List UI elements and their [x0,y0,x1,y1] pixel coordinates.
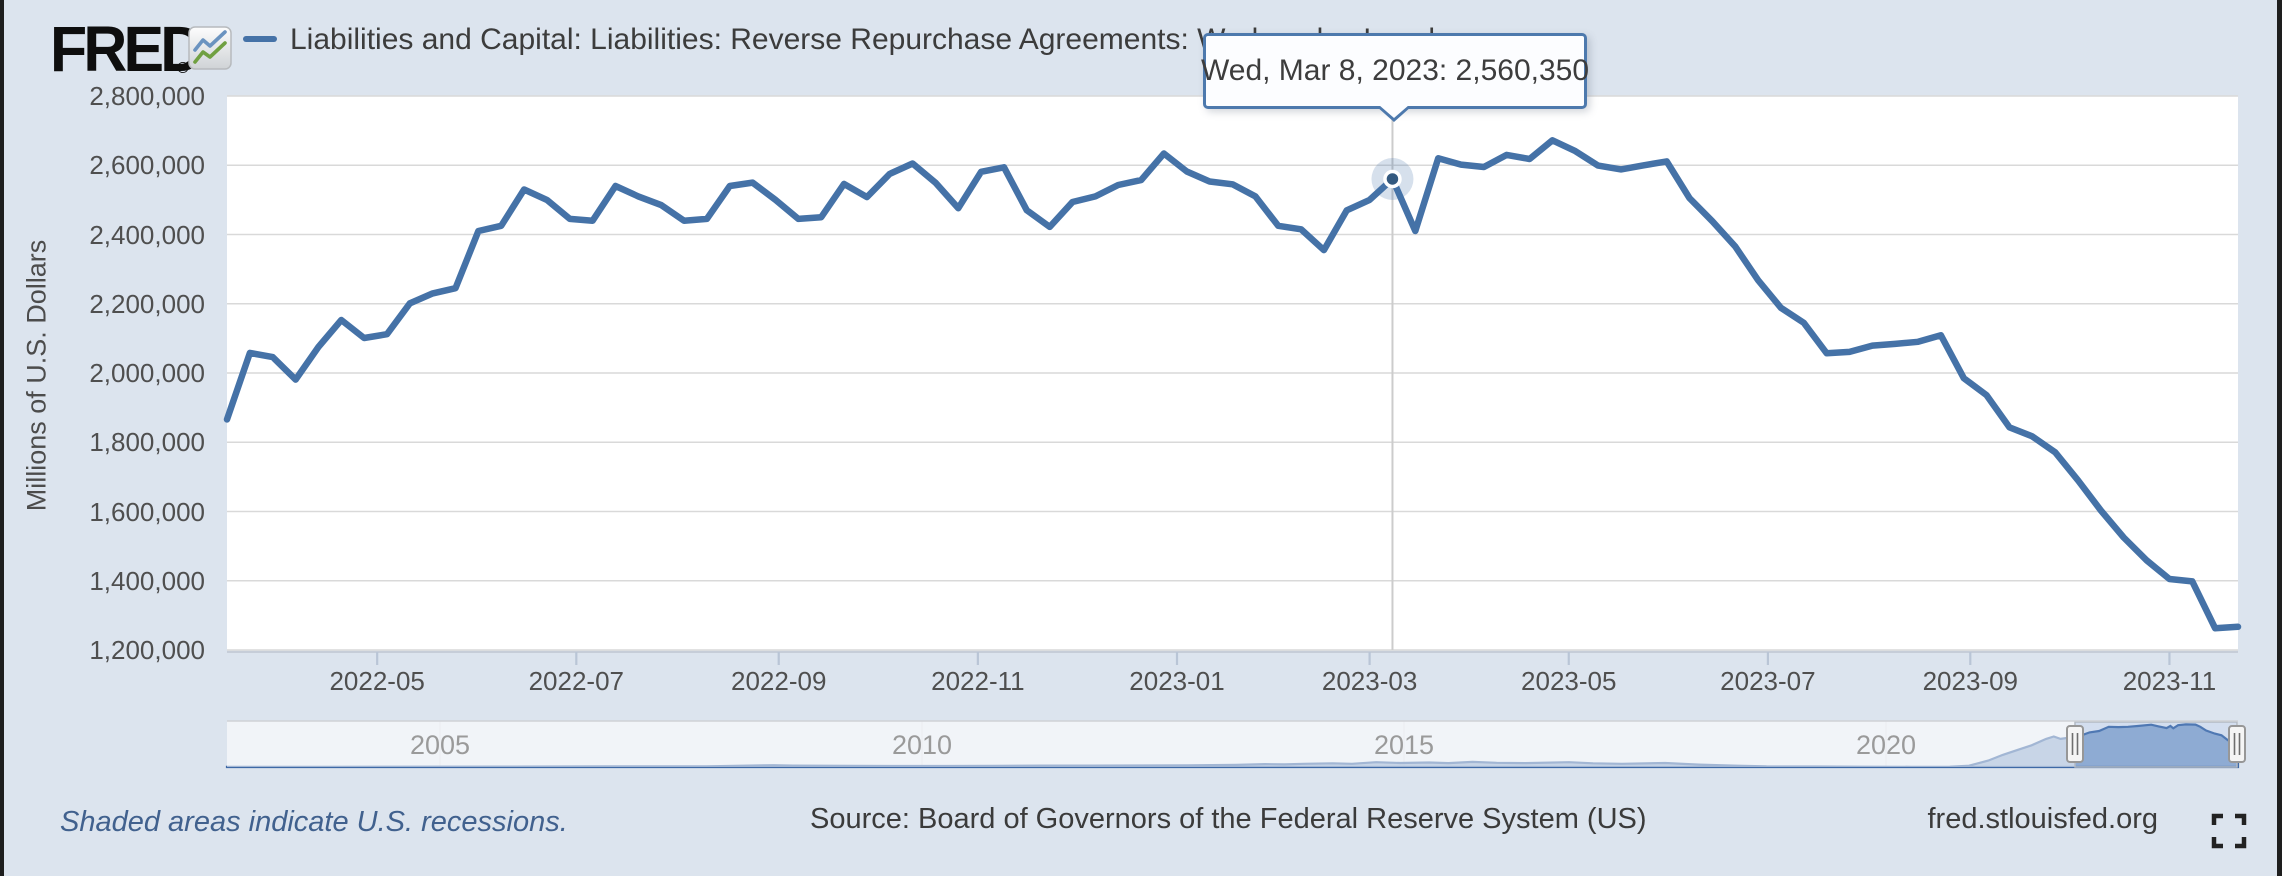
x-tick-label: 2022-05 [329,666,425,696]
y-tick-label: 1,200,000 [89,635,205,665]
navigator-year-label: 2020 [1855,730,1917,760]
y-tick-label: 1,400,000 [89,565,205,596]
y-tick-label: 2,800,000 [89,81,205,111]
series-line [223,137,2242,632]
y-tick-label: 2,400,000 [89,219,205,250]
x-tick-label: 2023-09 [1922,666,2018,696]
navigator-handle-left[interactable] [2066,725,2084,763]
x-tick-label: 2022-11 [931,666,1025,696]
window-edge-right [2277,0,2282,876]
navigator-year-label: 2010 [891,730,953,760]
data-tooltip: Wed, Mar 8, 2023: 2,560,350 [1200,33,1590,122]
window-edge-left [0,0,4,876]
navigator-year-label: 2015 [1373,730,1435,760]
navigator-year-label: 2005 [409,730,471,760]
fred-sparkline-icon [188,26,232,70]
recessions-note[interactable]: Shaded areas indicate U.S. recessions. [60,806,568,838]
fred-logo[interactable]: FRED [50,13,204,85]
navigator-mask-left [227,721,2075,767]
x-tick-label: 2023-05 [1521,666,1617,696]
y-tick-label: 2,600,000 [89,150,205,181]
x-tick-label: 2023-03 [1321,666,1418,696]
y-tick-label: 2,000,000 [89,358,205,388]
tooltip-text: Wed, Mar 8, 2023: 2,560,350 [1200,54,1590,87]
y-axis-title: Millions of U.S. Dollars [21,239,52,512]
fullscreen-icon[interactable] [2210,812,2248,850]
fred-site-link[interactable]: fred.stlouisfed.org [1927,803,2158,835]
source-attribution: Source: Board of Governors of the Federa… [810,803,1647,835]
series-legend-dash [243,36,277,42]
x-tick-label: 2023-11 [2122,666,2217,696]
navigator-handle-right[interactable] [2228,725,2246,763]
y-tick-label: 1,800,000 [89,427,205,458]
x-tick-label: 2023-01 [1129,666,1225,696]
y-tick-label: 1,600,000 [89,496,205,527]
x-tick-label: 2022-09 [731,666,827,696]
selected-point-marker[interactable] [1383,169,1402,189]
x-tick-label: 2023-07 [1720,666,1816,696]
registered-trademark: ® [177,60,189,77]
y-tick-label: 2,200,000 [89,288,205,319]
x-tick-label: 2022-07 [528,666,625,696]
navigator-selection[interactable] [2074,721,2238,768]
